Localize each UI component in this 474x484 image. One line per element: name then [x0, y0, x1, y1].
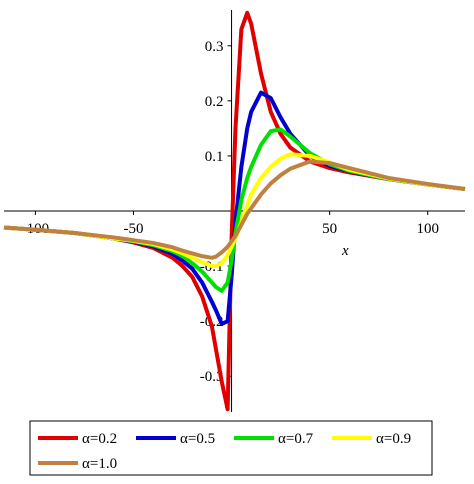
x-axis-label: x: [341, 243, 349, 259]
y-tick-label: 0.2: [205, 94, 224, 110]
series-line: [3, 159, 466, 260]
y-tick-label: -0.3: [200, 369, 224, 385]
legend-label: α=0.9: [376, 431, 411, 447]
legend-box: [29, 420, 433, 476]
x-tick-label: -50: [123, 221, 143, 237]
x-tick-label: 100: [416, 221, 439, 237]
legend-label: α=0.7: [278, 431, 314, 447]
y-tick-label: 0.1: [205, 149, 224, 165]
legend-label: α=0.2: [82, 431, 117, 447]
legend-label: α=1.0: [82, 456, 117, 472]
y-tick-label: 0.3: [205, 39, 224, 55]
x-tick-label: 50: [322, 221, 337, 237]
legend-label: α=0.5: [180, 431, 215, 447]
